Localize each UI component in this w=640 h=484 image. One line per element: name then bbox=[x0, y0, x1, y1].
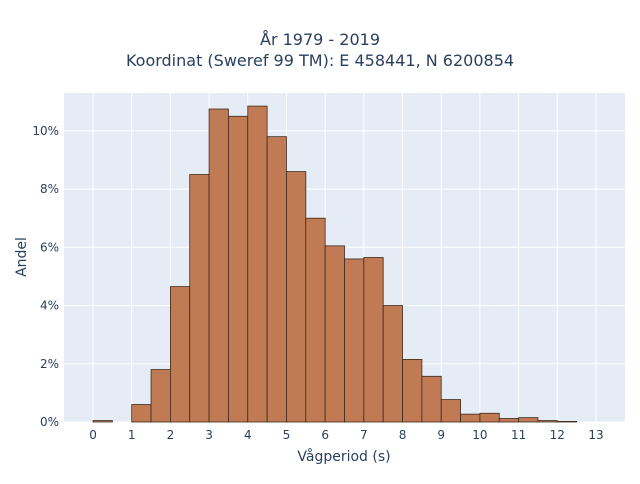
histogram-bar bbox=[266, 136, 287, 423]
histogram-bar bbox=[498, 418, 520, 423]
y-tick-label: 4% bbox=[40, 299, 59, 313]
histogram-bar bbox=[479, 412, 500, 423]
x-tick-label: 11 bbox=[511, 428, 526, 442]
histogram-bar bbox=[537, 420, 558, 423]
x-tick-label: 13 bbox=[588, 428, 603, 442]
histogram-bar bbox=[169, 286, 191, 423]
chart-subtitle: Koordinat (Sweref 99 TM): E 458441, N 62… bbox=[125, 51, 515, 70]
x-tick-label: 1 bbox=[128, 428, 136, 442]
histogram-bar bbox=[460, 413, 481, 423]
histogram-bar bbox=[150, 369, 171, 423]
y-tick-label: 10% bbox=[32, 124, 59, 138]
histogram-bar bbox=[189, 174, 210, 423]
histogram-bar bbox=[556, 421, 578, 423]
histogram-bar bbox=[402, 359, 423, 423]
histogram-bar bbox=[286, 171, 307, 423]
x-tick-label: 0 bbox=[89, 428, 97, 442]
histogram-bar bbox=[421, 375, 442, 423]
x-tick-label: 4 bbox=[244, 428, 252, 442]
x-tick-label: 9 bbox=[437, 428, 445, 442]
chart-title: År 1979 - 2019 bbox=[260, 30, 380, 49]
x-tick-label: 8 bbox=[399, 428, 407, 442]
histogram-bar bbox=[382, 305, 403, 423]
histogram-bar bbox=[363, 257, 384, 423]
x-tick-label: 5 bbox=[283, 428, 291, 442]
histogram-bar bbox=[344, 258, 365, 423]
histogram-bar bbox=[305, 217, 326, 423]
x-tick-label: 7 bbox=[360, 428, 368, 442]
x-axis-label: Vågperiod (s) bbox=[297, 448, 390, 465]
histogram-bar bbox=[518, 417, 539, 423]
y-tick-label: 2% bbox=[40, 357, 59, 371]
y-tick-label: 0% bbox=[40, 415, 59, 429]
histogram-bar bbox=[228, 115, 249, 423]
histogram-bar bbox=[247, 105, 268, 423]
x-tick-label: 12 bbox=[550, 428, 565, 442]
y-axis-ticks: 0% 2% 4% 6% 8% 10% bbox=[32, 124, 59, 429]
x-tick-label: 2 bbox=[167, 428, 175, 442]
y-axis-label: Andel bbox=[14, 237, 30, 277]
x-tick-label: 10 bbox=[472, 428, 487, 442]
histogram-bar bbox=[208, 108, 229, 423]
y-tick-label: 8% bbox=[40, 182, 59, 196]
histogram-bar bbox=[324, 245, 345, 423]
x-axis-ticks: 0 1 2 3 4 5 6 7 8 9 10 11 12 13 bbox=[89, 428, 603, 442]
x-tick-label: 6 bbox=[321, 428, 329, 442]
x-tick-label: 3 bbox=[205, 428, 213, 442]
y-tick-label: 6% bbox=[40, 240, 59, 254]
histogram-bar bbox=[440, 399, 461, 423]
histogram-bar bbox=[92, 420, 113, 423]
histogram-bar bbox=[131, 404, 152, 423]
bars bbox=[92, 105, 578, 423]
